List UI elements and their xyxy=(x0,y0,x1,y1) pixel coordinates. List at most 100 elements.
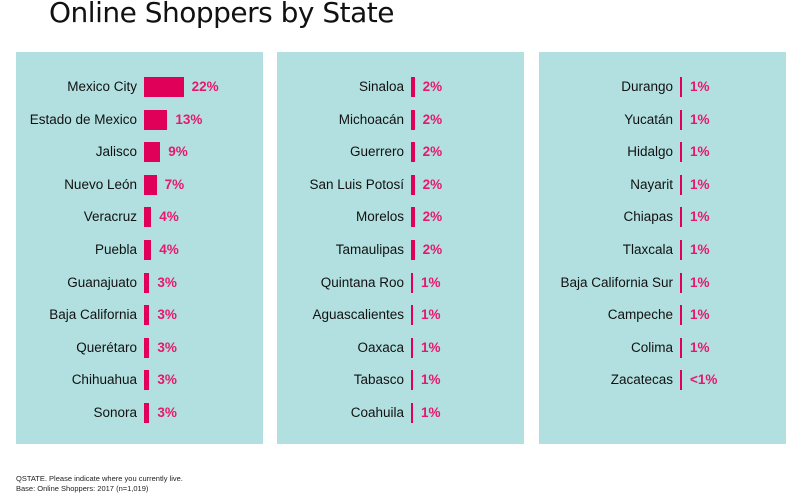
data-label: 1% xyxy=(690,209,710,225)
bar xyxy=(144,240,152,260)
bar-row: Nuevo León 7% xyxy=(16,174,263,196)
data-label: 1% xyxy=(421,372,441,388)
chart-title: Online Shoppers by State xyxy=(49,0,395,29)
bar-row: Sonora 3% xyxy=(16,402,263,424)
category-label: Quintana Roo xyxy=(320,274,404,290)
data-label: 9% xyxy=(168,144,188,160)
category-label: Guerrero xyxy=(349,144,404,160)
bar-row: Michoacán 2% xyxy=(277,109,524,131)
data-label: 22% xyxy=(191,79,219,94)
category-label: San Luis Potosí xyxy=(309,176,404,192)
bar xyxy=(144,272,150,293)
data-label: 1% xyxy=(690,79,710,94)
category-label: Morelos xyxy=(355,209,404,225)
data-label: 1% xyxy=(690,274,710,290)
bar xyxy=(144,109,168,130)
bar xyxy=(680,77,682,97)
bar-row: Aguascalientes 1% xyxy=(277,304,524,326)
bar-row: Estado de Mexico 13% xyxy=(16,109,263,131)
bar xyxy=(680,370,682,391)
category-label: Querétaro xyxy=(76,339,137,355)
bar-row: Chiapas 1% xyxy=(539,206,786,228)
chart-panel-3: Durango 1% Yucatán 1% Hidalgo 1% Nayarit 1% Chia… xyxy=(539,52,786,444)
data-label: 2% xyxy=(422,111,443,127)
bar-row: Baja California Sur 1% xyxy=(539,272,786,294)
data-label: 1% xyxy=(690,111,710,127)
category-label: Tabasco xyxy=(353,372,404,388)
bar-row: Oaxaca 1% xyxy=(277,337,524,359)
category-label: Michoacán xyxy=(338,111,404,127)
bar xyxy=(680,109,682,130)
data-label: 3% xyxy=(157,405,177,420)
category-label: Durango xyxy=(621,79,673,94)
bar xyxy=(680,272,682,293)
bar xyxy=(411,370,413,391)
bar xyxy=(680,207,682,228)
data-label: 2% xyxy=(422,209,443,225)
category-label: Chihuahua xyxy=(71,372,137,388)
bar-row: Durango 1% xyxy=(539,76,786,98)
bar xyxy=(411,272,413,293)
category-label: Puebla xyxy=(94,242,137,257)
chart-panel-1: Mexico City 22% Estado de Mexico 13% Jalisco… xyxy=(16,52,263,444)
data-label: 1% xyxy=(421,339,441,355)
bar xyxy=(411,403,413,423)
bar xyxy=(144,337,150,358)
data-label: 2% xyxy=(422,79,443,94)
footnote-base: Base: Online Shoppers: 2017 (n=1,019) xyxy=(16,484,149,493)
data-label: 13% xyxy=(175,111,203,127)
data-label: <1% xyxy=(690,372,718,388)
bar-row: Veracruz 4% xyxy=(16,206,263,228)
bar xyxy=(680,174,682,195)
bar xyxy=(680,142,682,163)
bar-row: Nayarit 1% xyxy=(539,174,786,196)
bar-row: Tabasco 1% xyxy=(277,369,524,391)
bar-row: Morelos 2% xyxy=(277,206,524,228)
footnote: QSTATE. Please indicate where you curren… xyxy=(16,474,183,494)
bar-row: San Luis Potosí 2% xyxy=(277,174,524,196)
data-label: 3% xyxy=(157,274,177,290)
category-label: Jalisco xyxy=(95,144,137,160)
bar-row: Tlaxcala 1% xyxy=(539,239,786,261)
bar-row: Jalisco 9% xyxy=(16,141,263,163)
bar-row: Puebla 4% xyxy=(16,239,263,261)
category-label: Yucatán xyxy=(624,111,673,127)
category-label: Sonora xyxy=(93,405,137,420)
bar-row: Baja California 3% xyxy=(16,304,263,326)
bar xyxy=(411,305,413,326)
data-label: 2% xyxy=(422,144,443,160)
data-label: 3% xyxy=(157,307,177,323)
data-label: 1% xyxy=(690,242,710,257)
data-label: 1% xyxy=(690,307,710,323)
bar-row: Sinaloa 2% xyxy=(277,76,524,98)
bar xyxy=(144,77,184,97)
bar xyxy=(411,109,415,130)
category-label: Baja California Sur xyxy=(560,274,673,290)
bar xyxy=(144,305,150,326)
category-label: Coahuila xyxy=(350,405,404,420)
bar-row: Quintana Roo 1% xyxy=(277,272,524,294)
category-label: Veracruz xyxy=(83,209,137,225)
footnote-question: QSTATE. Please indicate where you curren… xyxy=(16,474,183,483)
bar-row: Querétaro 3% xyxy=(16,337,263,359)
category-label: Chiapas xyxy=(623,209,673,225)
bar-row: Coahuila 1% xyxy=(277,402,524,424)
category-label: Campeche xyxy=(607,307,673,323)
category-label: Mexico City xyxy=(67,79,137,94)
bar-row: Zacatecas <1% xyxy=(539,369,786,391)
bar xyxy=(680,305,682,326)
data-label: 1% xyxy=(690,339,710,355)
data-label: 3% xyxy=(157,339,177,355)
data-label: 1% xyxy=(690,176,710,192)
data-label: 3% xyxy=(157,372,177,388)
category-label: Nayarit xyxy=(630,176,673,192)
bar-row: Mexico City 22% xyxy=(16,76,263,98)
bar xyxy=(680,337,682,358)
data-label: 2% xyxy=(422,242,443,257)
data-label: 1% xyxy=(421,405,441,420)
bar xyxy=(411,207,415,228)
category-label: Baja California xyxy=(49,307,137,323)
data-label: 1% xyxy=(421,307,441,323)
data-label: 4% xyxy=(159,242,179,257)
bar xyxy=(411,240,415,260)
